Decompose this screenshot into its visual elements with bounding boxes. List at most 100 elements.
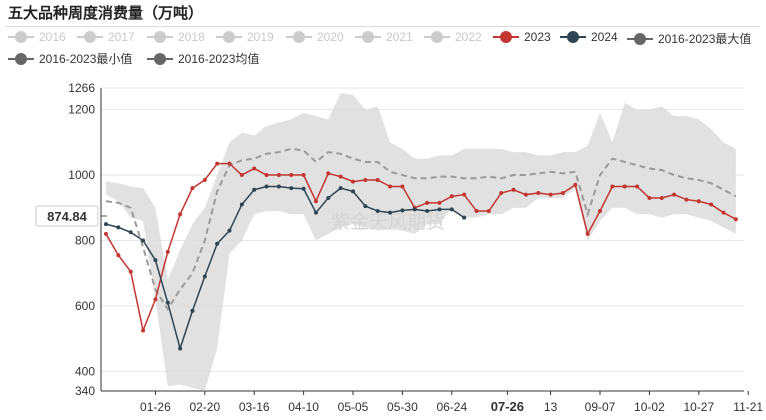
x-tick-label: 03-16 <box>239 400 270 414</box>
legend-marker-icon <box>627 32 653 45</box>
data-point-2024 <box>363 204 368 209</box>
data-point-2024 <box>239 202 244 207</box>
legend-item-2019[interactable]: 2019 <box>216 30 274 44</box>
data-point-2023 <box>141 328 146 333</box>
data-point-2023 <box>128 269 133 274</box>
legend-marker-icon <box>424 31 450 43</box>
data-point-2024 <box>190 308 195 313</box>
y-tick-label: 1000 <box>68 168 95 182</box>
data-point-2024 <box>449 207 454 212</box>
data-point-2023 <box>388 184 393 189</box>
legend-label: 2016 <box>39 30 66 44</box>
data-point-2023 <box>252 166 257 171</box>
data-point-2023 <box>276 173 281 178</box>
data-point-2023 <box>264 173 269 178</box>
data-point-2023 <box>511 187 516 192</box>
data-point-2023 <box>301 173 306 178</box>
data-point-2023 <box>659 195 664 200</box>
data-point-2024 <box>301 186 306 191</box>
data-point-2023 <box>425 200 430 205</box>
data-point-2023 <box>363 177 368 182</box>
x-tick-label: 10-27 <box>683 400 714 414</box>
data-point-2024 <box>338 186 343 191</box>
y-tick-label: 1200 <box>68 103 95 117</box>
data-point-2023 <box>560 191 565 196</box>
data-point-2023 <box>622 184 627 189</box>
data-point-2023 <box>585 231 590 236</box>
y-tick-label: 1266 <box>68 81 95 95</box>
data-point-2023 <box>721 210 726 215</box>
data-point-2023 <box>548 192 553 197</box>
data-point-2024 <box>116 225 121 230</box>
data-point-2024 <box>141 238 146 243</box>
data-point-2023 <box>239 173 244 178</box>
data-point-2024 <box>276 184 281 189</box>
legend-label: 2018 <box>178 30 205 44</box>
legend-item-2021[interactable]: 2021 <box>355 30 413 44</box>
legend-marker-icon <box>216 31 242 43</box>
legend-item-2024[interactable]: 2024 <box>560 30 618 44</box>
data-point-2023 <box>610 184 615 189</box>
data-point-2023 <box>709 202 714 207</box>
legend-item-2016-2023最大值[interactable]: 2016-2023最大值 <box>627 30 751 47</box>
data-point-2023 <box>289 173 294 178</box>
legend-item-2020[interactable]: 2020 <box>286 30 344 44</box>
legend-item-2022[interactable]: 2022 <box>424 30 482 44</box>
data-point-2023 <box>733 217 738 222</box>
legend-label: 2017 <box>108 30 135 44</box>
legend-marker-icon <box>355 31 381 43</box>
data-point-2023 <box>573 182 578 187</box>
data-point-2023 <box>215 161 220 166</box>
data-point-2023 <box>104 231 108 236</box>
data-point-2024 <box>400 208 405 213</box>
legend-item-2017[interactable]: 2017 <box>77 30 135 44</box>
legend-marker-icon <box>493 31 519 43</box>
legend-marker-icon <box>8 31 34 43</box>
data-point-2023 <box>449 194 454 199</box>
legend-item-2016-2023最小值[interactable]: 2016-2023最小值 <box>8 50 132 67</box>
data-point-2023 <box>326 171 331 176</box>
data-point-2024 <box>215 241 220 246</box>
legend-marker-icon <box>147 52 173 65</box>
data-point-2024 <box>462 215 467 220</box>
data-point-2023 <box>202 177 207 182</box>
data-point-2024 <box>153 258 158 263</box>
legend-item-2016[interactable]: 2016 <box>8 30 66 44</box>
data-point-2023 <box>400 184 405 189</box>
data-point-2024 <box>351 189 355 194</box>
data-point-2024 <box>104 222 108 227</box>
series-line-2023 <box>105 162 737 334</box>
data-point-2023 <box>696 199 701 204</box>
legend-label: 2023 <box>524 30 551 44</box>
data-point-2024 <box>425 209 430 214</box>
watermark-text: 紫金天风期货 <box>331 211 445 233</box>
data-point-2024 <box>202 274 207 279</box>
legend-item-2023[interactable]: 2023 <box>493 30 551 44</box>
legend-item-2016-2023均值[interactable]: 2016-2023均值 <box>147 50 259 67</box>
legend-marker-icon <box>286 31 312 43</box>
data-point-2023 <box>536 191 541 196</box>
y-tick-label: 600 <box>75 299 95 313</box>
data-point-2023 <box>338 174 343 179</box>
data-point-2023 <box>462 192 467 197</box>
max-min-band <box>106 93 736 392</box>
data-point-2023 <box>684 197 689 202</box>
legend-item-2018[interactable]: 2018 <box>147 30 205 44</box>
data-point-2023 <box>375 177 380 182</box>
series-line-average <box>105 147 737 312</box>
y-tick-label: 400 <box>75 364 95 378</box>
crosshair-label-box <box>35 205 99 227</box>
data-point-2024 <box>388 210 393 215</box>
y-tick-label: 340 <box>75 384 95 398</box>
chart-title: 五大品种周度消费量（万吨） <box>8 4 204 22</box>
data-point-2023 <box>635 184 640 189</box>
legend-label: 2016-2023均值 <box>178 52 260 66</box>
data-point-2023 <box>227 161 232 166</box>
x-tick-label: 02-20 <box>189 400 220 414</box>
x-tick-label: 04-10 <box>288 400 319 414</box>
data-point-2024 <box>264 184 269 189</box>
x-tick-label: 05-30 <box>387 400 418 414</box>
legend-label: 2016-2023最大值 <box>658 32 752 46</box>
data-point-2024 <box>313 210 318 215</box>
